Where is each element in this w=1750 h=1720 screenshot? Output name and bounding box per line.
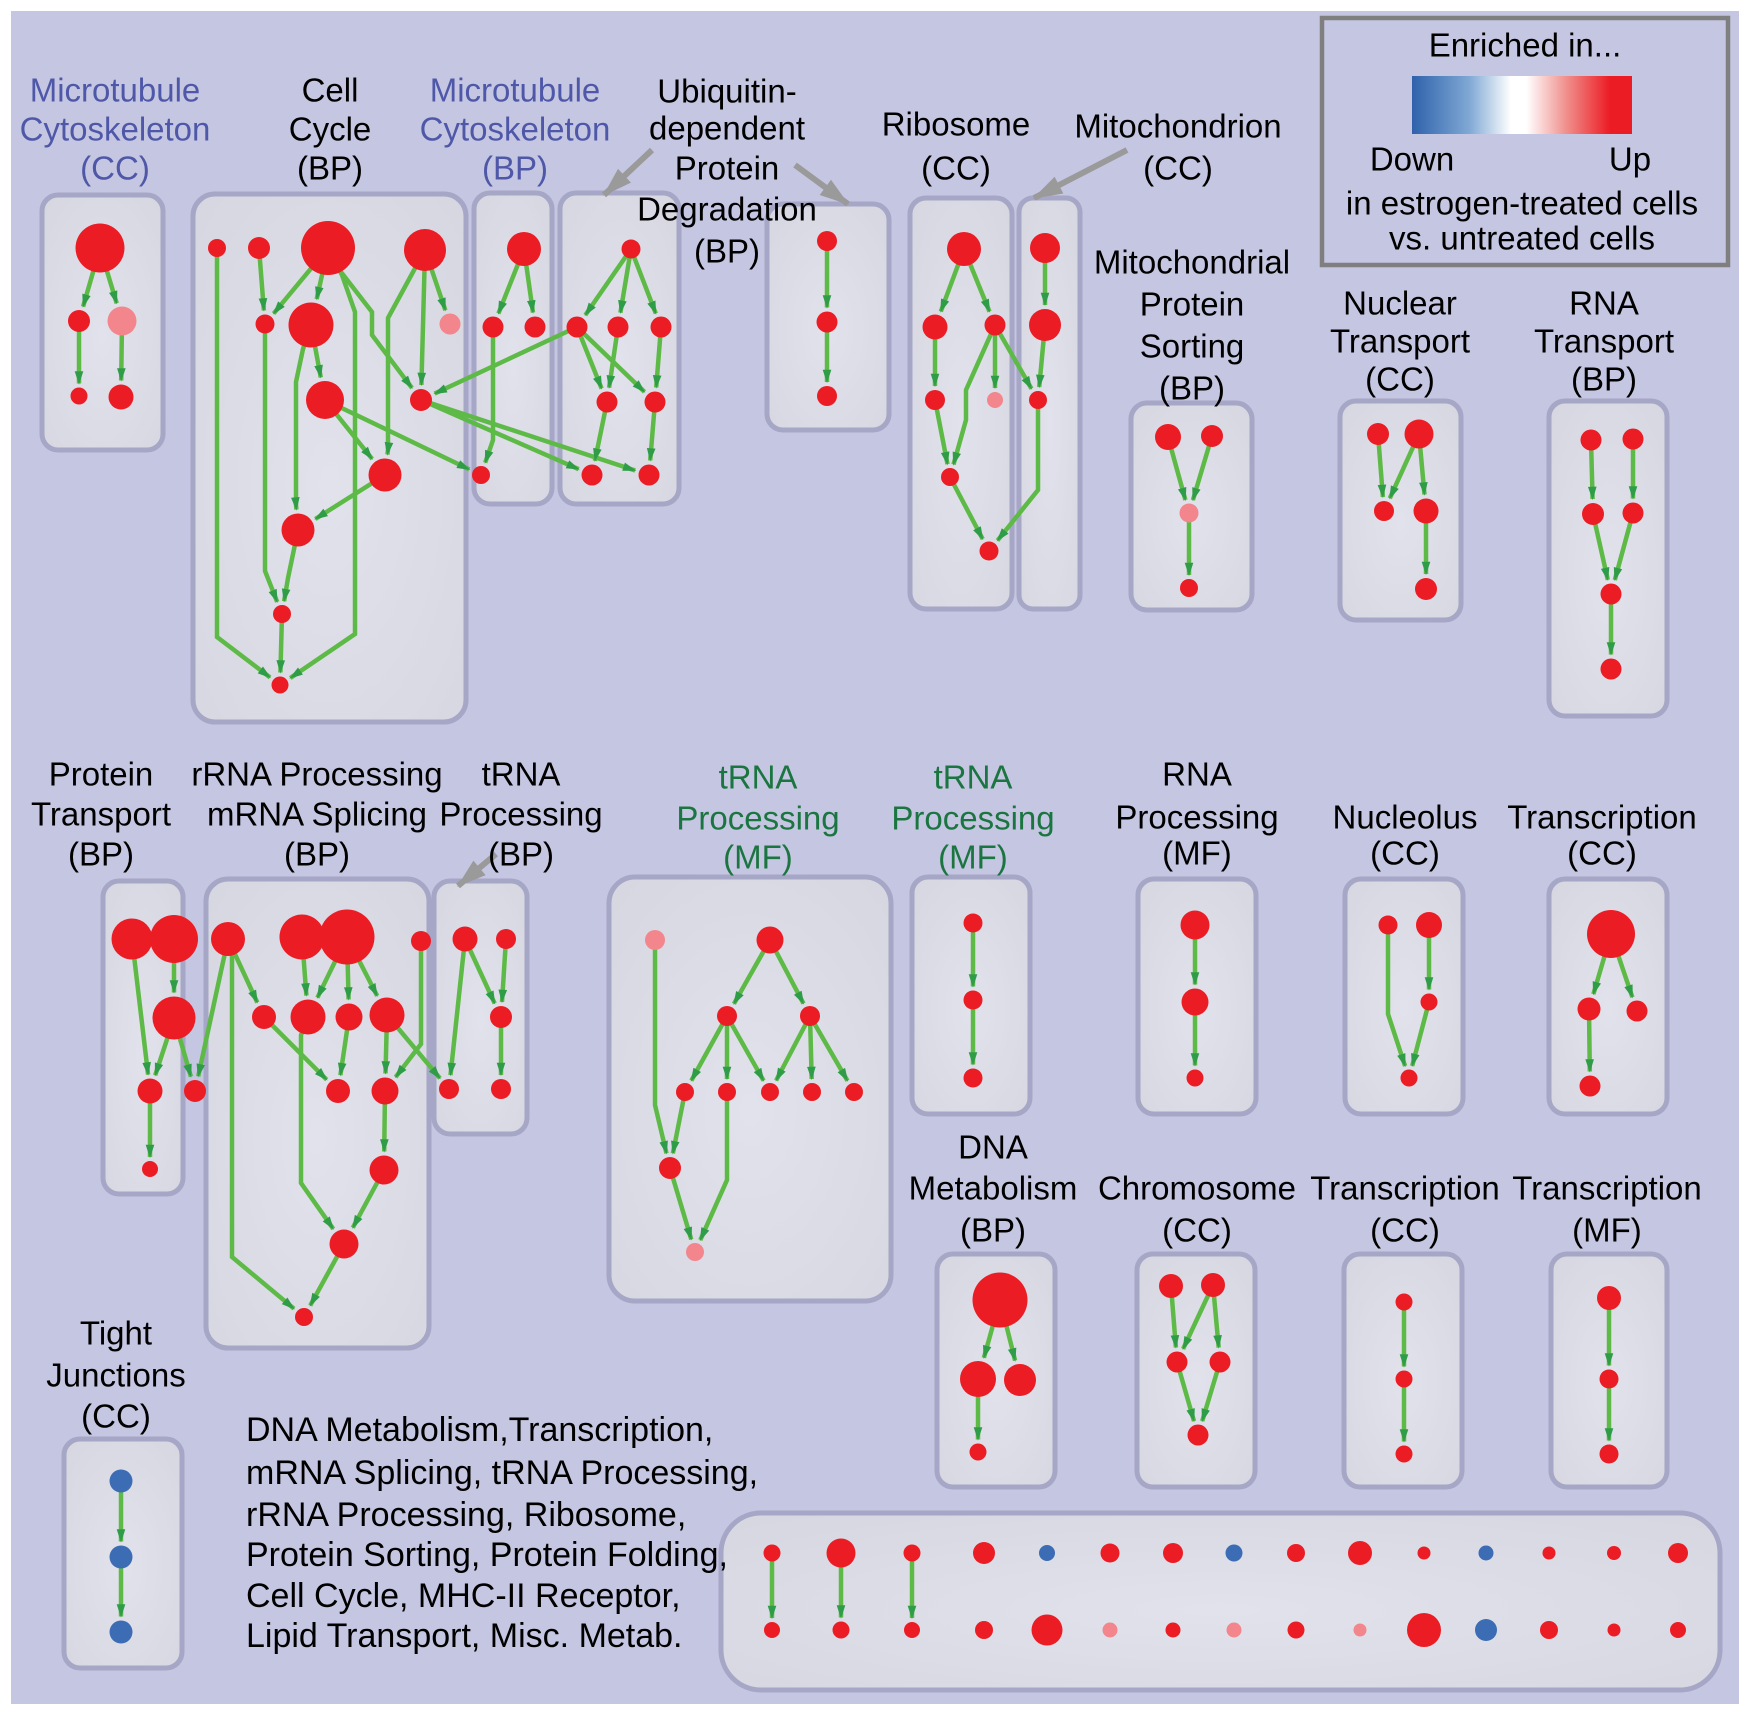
svg-text:(MF): (MF) — [723, 839, 793, 876]
svg-text:(CC): (CC) — [1143, 150, 1213, 187]
svg-text:Protein: Protein — [675, 150, 780, 187]
svg-text:(CC): (CC) — [81, 1398, 151, 1435]
svg-text:Transport: Transport — [1534, 323, 1674, 360]
svg-text:Ubiquitin-: Ubiquitin- — [657, 73, 796, 110]
svg-text:Transcription: Transcription — [1512, 1170, 1702, 1207]
svg-text:Degradation: Degradation — [637, 191, 817, 228]
svg-text:(CC): (CC) — [1370, 835, 1440, 872]
svg-text:dependent: dependent — [649, 110, 805, 147]
svg-text:Down: Down — [1370, 141, 1454, 178]
svg-text:(CC): (CC) — [921, 150, 991, 187]
svg-text:Processing: Processing — [439, 796, 602, 833]
svg-text:Protein Sorting, Protein Foldi: Protein Sorting, Protein Folding, — [246, 1536, 728, 1574]
svg-text:vs. untreated cells: vs. untreated cells — [1389, 220, 1655, 257]
svg-text:(CC): (CC) — [1365, 361, 1435, 398]
svg-text:(BP): (BP) — [297, 150, 363, 187]
svg-text:(MF): (MF) — [1572, 1212, 1642, 1249]
svg-text:Cell Cycle, MHC-II Receptor,: Cell Cycle, MHC-II Receptor, — [246, 1577, 681, 1615]
svg-text:rRNA Processing, Ribosome,: rRNA Processing, Ribosome, — [246, 1496, 686, 1534]
svg-text:DNA Metabolism,Transcription,: DNA Metabolism,Transcription, — [246, 1411, 713, 1449]
svg-text:DNA: DNA — [958, 1129, 1028, 1166]
svg-text:(MF): (MF) — [1162, 835, 1232, 872]
svg-text:(BP): (BP) — [694, 233, 760, 270]
svg-text:(BP): (BP) — [488, 836, 554, 873]
svg-text:(BP): (BP) — [960, 1212, 1026, 1249]
svg-text:(BP): (BP) — [1159, 370, 1225, 407]
svg-text:tRNA: tRNA — [934, 759, 1013, 796]
svg-text:mRNA Splicing, tRNA Processing: mRNA Splicing, tRNA Processing, — [246, 1454, 758, 1492]
svg-text:rRNA Processing: rRNA Processing — [191, 756, 442, 793]
svg-text:(CC): (CC) — [1162, 1212, 1232, 1249]
svg-text:Nuclear: Nuclear — [1343, 285, 1457, 322]
svg-text:Ribosome: Ribosome — [882, 106, 1031, 143]
svg-text:Cell: Cell — [302, 72, 359, 109]
svg-text:(BP): (BP) — [284, 836, 350, 873]
svg-text:mRNA Splicing: mRNA Splicing — [207, 796, 427, 833]
svg-text:(BP): (BP) — [1571, 361, 1637, 398]
svg-text:(BP): (BP) — [482, 150, 548, 187]
svg-text:in estrogen-treated cells: in estrogen-treated cells — [1346, 185, 1698, 222]
svg-text:Processing: Processing — [676, 800, 839, 837]
svg-text:Processing: Processing — [1115, 799, 1278, 836]
svg-text:(CC): (CC) — [1567, 835, 1637, 872]
svg-text:Chromosome: Chromosome — [1098, 1170, 1296, 1207]
svg-text:Enriched in...: Enriched in... — [1429, 27, 1622, 64]
svg-text:Tight: Tight — [80, 1315, 152, 1352]
svg-text:(MF): (MF) — [938, 839, 1008, 876]
svg-text:(CC): (CC) — [80, 150, 150, 187]
svg-text:Lipid Transport, Misc. Metab.: Lipid Transport, Misc. Metab. — [246, 1617, 683, 1655]
svg-text:Cytoskeleton: Cytoskeleton — [420, 111, 611, 148]
svg-text:Sorting: Sorting — [1140, 328, 1245, 365]
svg-text:Transcription: Transcription — [1310, 1170, 1500, 1207]
svg-text:Processing: Processing — [891, 800, 1054, 837]
svg-text:Microtubule: Microtubule — [430, 72, 601, 109]
svg-text:Protein: Protein — [49, 756, 154, 793]
svg-text:Mitochondrial: Mitochondrial — [1094, 244, 1290, 281]
svg-text:tRNA: tRNA — [482, 756, 561, 793]
svg-text:(CC): (CC) — [1370, 1212, 1440, 1249]
svg-text:Transport: Transport — [1330, 323, 1470, 360]
svg-text:RNA: RNA — [1162, 756, 1232, 793]
svg-text:RNA: RNA — [1569, 285, 1639, 322]
svg-text:Junctions: Junctions — [46, 1357, 185, 1394]
svg-text:Transport: Transport — [31, 796, 171, 833]
svg-text:Transcription: Transcription — [1507, 799, 1697, 836]
svg-text:Nucleolus: Nucleolus — [1333, 799, 1478, 836]
svg-text:Mitochondrion: Mitochondrion — [1074, 108, 1281, 145]
svg-text:Protein: Protein — [1140, 286, 1245, 323]
svg-text:Cytoskeleton: Cytoskeleton — [20, 111, 211, 148]
svg-text:Cycle: Cycle — [289, 111, 372, 148]
svg-text:tRNA: tRNA — [719, 759, 798, 796]
svg-text:Metabolism: Metabolism — [909, 1170, 1078, 1207]
svg-text:Up: Up — [1609, 141, 1651, 178]
svg-text:Microtubule: Microtubule — [30, 72, 201, 109]
svg-text:(BP): (BP) — [68, 836, 134, 873]
